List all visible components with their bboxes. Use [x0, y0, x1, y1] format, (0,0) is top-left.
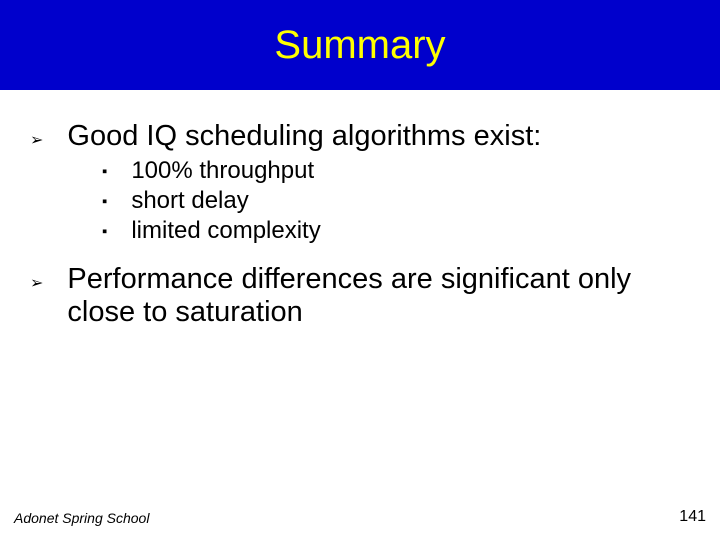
sub-bullet-text: limited complexity — [131, 217, 320, 245]
sub-list: ▪ 100% throughput ▪ short delay ▪ limite… — [102, 157, 690, 245]
square-bullet-icon: ▪ — [102, 163, 107, 180]
footer-left: Adonet Spring School — [14, 510, 149, 526]
bullet-text: Performance differences are significant … — [67, 263, 690, 329]
title-bar: Summary — [0, 0, 720, 90]
square-bullet-icon: ▪ — [102, 193, 107, 210]
sub-bullet-item: ▪ short delay — [102, 187, 690, 215]
sub-bullet-text: short delay — [131, 187, 248, 215]
chevron-right-icon: ➢ — [30, 273, 43, 293]
square-bullet-icon: ▪ — [102, 223, 107, 240]
sub-bullet-item: ▪ limited complexity — [102, 217, 690, 245]
sub-bullet-text: 100% throughput — [131, 157, 314, 185]
bullet-text: Good IQ scheduling algorithms exist: — [67, 120, 541, 153]
bullet-item: ➢ Good IQ scheduling algorithms exist: — [30, 120, 690, 153]
slide-body: ➢ Good IQ scheduling algorithms exist: ▪… — [0, 90, 720, 329]
sub-bullet-item: ▪ 100% throughput — [102, 157, 690, 185]
bullet-item: ➢ Performance differences are significan… — [30, 263, 690, 329]
page-number: 141 — [679, 508, 706, 526]
slide-title: Summary — [274, 23, 445, 68]
chevron-right-icon: ➢ — [30, 130, 43, 150]
